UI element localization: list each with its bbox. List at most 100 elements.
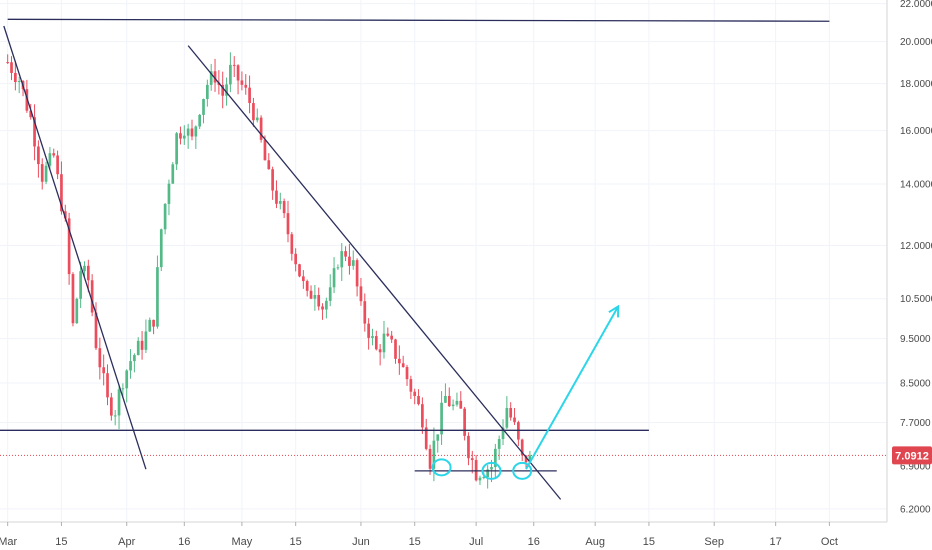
candle-body bbox=[263, 139, 267, 161]
candle-body bbox=[493, 448, 497, 468]
candle-body bbox=[240, 80, 244, 85]
candle-body bbox=[129, 361, 132, 371]
trendline-downtrend-2[interactable] bbox=[187, 45, 562, 500]
y-tick-label: 9.5000 bbox=[900, 334, 931, 345]
candle-body bbox=[133, 355, 136, 362]
candle-body bbox=[33, 117, 36, 147]
candle-body bbox=[451, 404, 455, 407]
y-tick-label: 7.7000 bbox=[900, 418, 931, 429]
candle-body bbox=[405, 367, 409, 380]
candle-body bbox=[286, 213, 290, 235]
candle-body bbox=[271, 169, 274, 191]
candle-body bbox=[336, 267, 340, 269]
candle-body bbox=[467, 435, 470, 459]
y-tick-label: 22.0000 bbox=[900, 0, 932, 10]
candle-body bbox=[229, 64, 232, 85]
candle-body bbox=[94, 312, 98, 349]
candle-body bbox=[490, 467, 493, 470]
candle-body bbox=[302, 276, 305, 282]
candle-body bbox=[328, 287, 332, 301]
candle-body bbox=[175, 133, 178, 165]
candle-body bbox=[56, 155, 59, 175]
highlight-circle[interactable] bbox=[431, 458, 452, 477]
candle-body bbox=[394, 339, 397, 359]
x-tick-label: 15 bbox=[409, 536, 421, 548]
y-tick-label: 20.0000 bbox=[900, 37, 932, 48]
candle-body bbox=[44, 165, 48, 182]
x-tick-label: Jun bbox=[352, 536, 370, 548]
candle-body bbox=[14, 72, 17, 83]
x-tick-label: 16 bbox=[528, 536, 540, 548]
forecast-arrow[interactable] bbox=[525, 305, 620, 470]
x-tick-label: 17 bbox=[770, 536, 782, 548]
candle-body bbox=[144, 331, 148, 350]
x-tick-label: Sep bbox=[704, 536, 724, 548]
highlight-circle[interactable] bbox=[481, 461, 502, 480]
candle-body bbox=[321, 306, 324, 310]
candle-body bbox=[102, 367, 106, 374]
candle-body bbox=[136, 340, 140, 356]
candle-body bbox=[75, 298, 79, 324]
candle-body bbox=[371, 336, 374, 338]
candle-body bbox=[275, 190, 278, 204]
candle-body bbox=[186, 128, 190, 136]
candle-body bbox=[63, 211, 67, 219]
candle-body bbox=[359, 286, 363, 302]
x-tick-label: 15 bbox=[55, 536, 67, 548]
candle-body bbox=[386, 333, 390, 336]
candle-body bbox=[71, 274, 75, 324]
time-axis[interactable]: Mar 15 Apr 16 May 15 Jun 15 Jul 16 Aug 15 Sep 17 Oct bbox=[0, 522, 838, 548]
candle-body bbox=[401, 363, 405, 368]
candle-body bbox=[225, 84, 228, 96]
candle-body bbox=[409, 379, 413, 392]
candle-body bbox=[163, 203, 167, 230]
candle-body bbox=[470, 458, 474, 461]
candle-body bbox=[202, 99, 205, 115]
trendline-resistance-top[interactable] bbox=[7, 18, 830, 22]
candle-body bbox=[60, 174, 63, 212]
candle-body bbox=[459, 400, 463, 409]
candle-body bbox=[428, 448, 432, 469]
candle-body bbox=[340, 251, 344, 268]
candle-body bbox=[255, 117, 259, 121]
candle-body bbox=[351, 260, 355, 266]
candle-body bbox=[232, 64, 236, 66]
price-axis[interactable]: 22.0000 20.0000 18.0000 16.0000 14.0000 12.00… bbox=[900, 0, 932, 515]
candle-body bbox=[52, 153, 56, 156]
candle-body bbox=[282, 201, 286, 214]
candle-body bbox=[206, 84, 209, 100]
y-tick-label: 6.9000 bbox=[900, 462, 931, 473]
y-tick-label: 10.5000 bbox=[900, 294, 932, 305]
candle-body bbox=[325, 300, 328, 310]
candle-body bbox=[436, 434, 440, 441]
candle-body bbox=[486, 469, 490, 477]
candle-body bbox=[478, 477, 482, 481]
candle-body bbox=[159, 229, 163, 268]
x-tick-label: 15 bbox=[643, 536, 655, 548]
current-price-label: 7.0912 bbox=[892, 446, 932, 465]
current-price-badge bbox=[892, 446, 932, 465]
candle-body bbox=[513, 417, 516, 423]
candle-body bbox=[524, 455, 528, 463]
y-tick-label: 18.0000 bbox=[900, 79, 932, 90]
candle-body bbox=[421, 404, 424, 428]
candle-body bbox=[463, 408, 466, 436]
candle-body bbox=[167, 183, 171, 204]
candle-body bbox=[221, 84, 225, 96]
x-tick-label: 15 bbox=[290, 536, 302, 548]
candle-body bbox=[148, 319, 152, 332]
candle-body bbox=[482, 476, 486, 478]
candle-body bbox=[252, 103, 255, 121]
candle-body bbox=[6, 62, 10, 64]
candle-body bbox=[497, 439, 501, 449]
highlight-circle[interactable] bbox=[512, 461, 533, 480]
trendline-downtrend-1[interactable] bbox=[3, 25, 147, 470]
candle-body bbox=[267, 160, 271, 170]
candle-body bbox=[367, 323, 370, 338]
x-tick-label: Jul bbox=[469, 536, 483, 548]
x-tick-label: Aug bbox=[585, 536, 605, 548]
x-tick-label: Mar bbox=[0, 536, 17, 548]
candle-body bbox=[121, 388, 125, 390]
y-tick-label: 6.2000 bbox=[900, 504, 931, 515]
